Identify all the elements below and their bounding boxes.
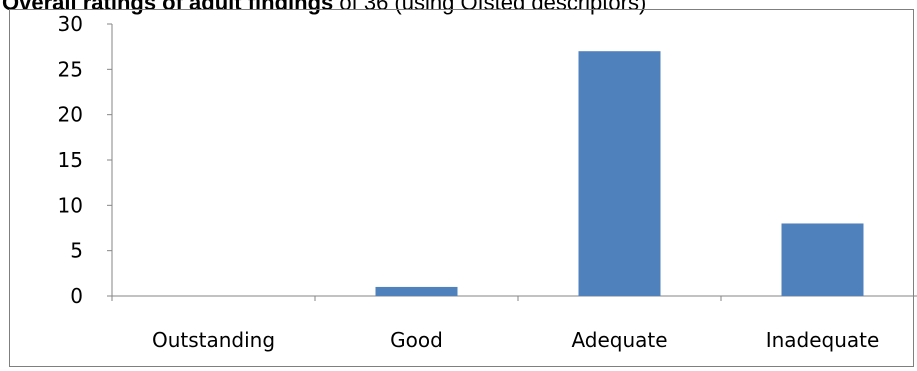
- chart-title-bold: Overall ratings of adult findings: [2, 0, 334, 15]
- y-tick-label: 15: [58, 148, 83, 172]
- y-tick-label: 10: [58, 193, 83, 217]
- bar-inadequate: [781, 223, 864, 296]
- x-category-label: Adequate: [571, 328, 667, 352]
- bar-good: [375, 286, 458, 296]
- chart-title-rest: of 36 (using Ofsted descriptors): [333, 0, 647, 15]
- x-category-label: Outstanding: [152, 328, 275, 352]
- y-tick-label: 20: [58, 103, 83, 127]
- x-axis: Outstanding Good Adequate Inadequate: [112, 295, 917, 352]
- y-axis: 0 5 10 15 20 25 30: [58, 12, 113, 308]
- y-tick-label: 0: [70, 284, 83, 308]
- x-category-label: Inadequate: [766, 328, 880, 352]
- bar-adequate: [578, 51, 661, 297]
- y-tick-label: 25: [58, 57, 83, 81]
- y-tick-label: 30: [58, 12, 83, 36]
- chart-title: Overall ratings of adult findings of 36 …: [2, 0, 646, 15]
- x-category-label: Good: [390, 328, 443, 352]
- y-tick-label: 5: [70, 239, 83, 263]
- bars: [375, 51, 864, 297]
- chart-frame: [9, 9, 914, 367]
